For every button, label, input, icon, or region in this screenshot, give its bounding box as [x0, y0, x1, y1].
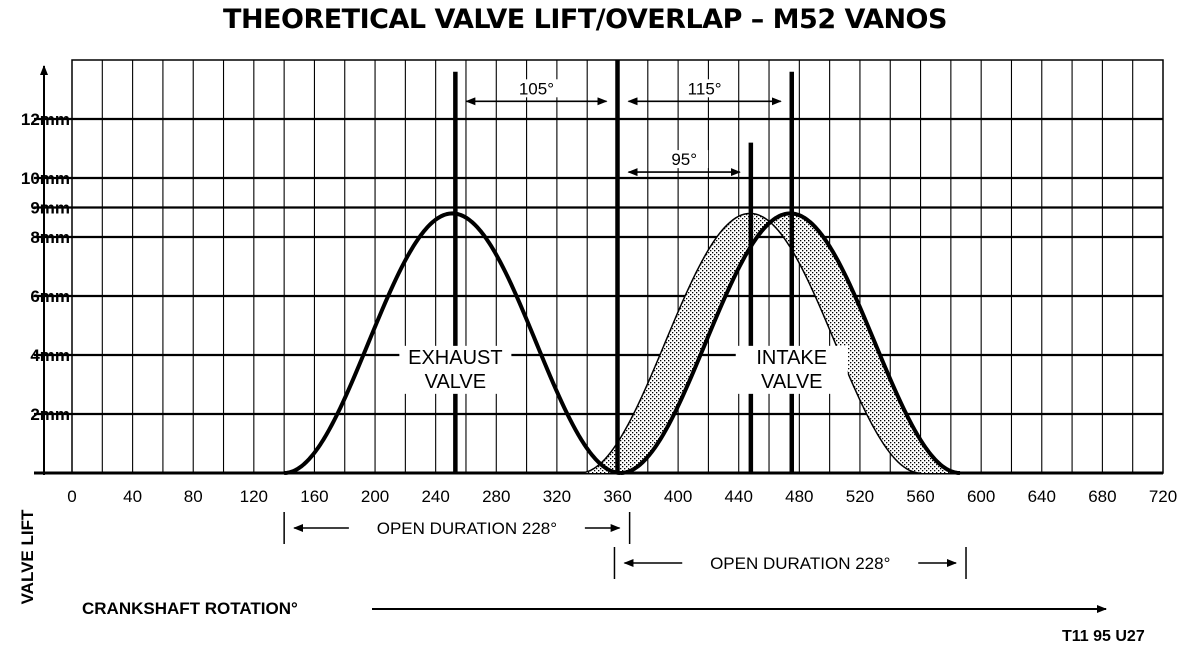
dimension-label-bg	[660, 150, 709, 169]
dimension-label-bg	[512, 79, 561, 98]
x-tick-label: 280	[482, 487, 510, 506]
valve-label: EXHAUST	[408, 347, 502, 369]
x-tick-label: 560	[906, 487, 934, 506]
figure-code: T11 95 U27	[1062, 628, 1145, 645]
duration-label-bg	[348, 516, 585, 538]
x-tick-label: 80	[184, 487, 203, 506]
x-tick-label: 600	[967, 487, 995, 506]
y-tick-label: 6mm	[30, 287, 70, 306]
x-tick-label: 640	[1028, 487, 1056, 506]
valve-label: INTAKE	[756, 347, 827, 369]
duration-label: OPEN DURATION 228°	[710, 554, 890, 573]
x-tick-label: 40	[123, 487, 142, 506]
exhaust-valve-curve	[284, 211, 621, 475]
chart-title: THEORETICAL VALVE LIFT/OVERLAP – M52 VAN…	[223, 4, 947, 35]
x-tick-label: 440	[725, 487, 753, 506]
intake-adjustment-band	[579, 213, 960, 473]
y-tick-label: 9mm	[30, 199, 70, 218]
valve-label: VALVE	[425, 371, 487, 393]
x-tick-label: 680	[1088, 487, 1116, 506]
x-axis-label: CRANKSHAFT ROTATION°	[82, 599, 298, 618]
dimension-label: 105°	[519, 79, 554, 98]
dimension-label-bg	[680, 79, 729, 98]
x-tick-label: 320	[543, 487, 571, 506]
x-tick-label: 200	[361, 487, 389, 506]
y-axis-label: VALVE LIFT	[18, 509, 37, 605]
dimension-label: 95°	[671, 150, 697, 169]
valve-label-bg	[735, 345, 848, 394]
x-tick-label: 120	[240, 487, 268, 506]
y-tick-label: 4mm	[30, 346, 70, 365]
x-tick-label: 160	[300, 487, 328, 506]
x-tick-label: 240	[421, 487, 449, 506]
x-tick-label: 520	[846, 487, 874, 506]
x-tick-label: 720	[1149, 487, 1177, 506]
x-tick-label: 400	[664, 487, 692, 506]
y-tick-label: 10mm	[21, 169, 70, 188]
y-tick-label: 2mm	[30, 405, 70, 424]
x-tick-label: 360	[603, 487, 631, 506]
valve-label: VALVE	[761, 371, 823, 393]
duration-label: OPEN DURATION 228°	[377, 519, 557, 538]
y-tick-label: 8mm	[30, 228, 70, 247]
y-tick-label: 12mm	[21, 110, 70, 129]
duration-label-bg	[682, 551, 919, 573]
x-tick-label: 480	[785, 487, 813, 506]
valve-label-bg	[399, 345, 512, 394]
dimension-label: 115°	[688, 79, 722, 98]
x-tick-label: 0	[67, 487, 76, 506]
